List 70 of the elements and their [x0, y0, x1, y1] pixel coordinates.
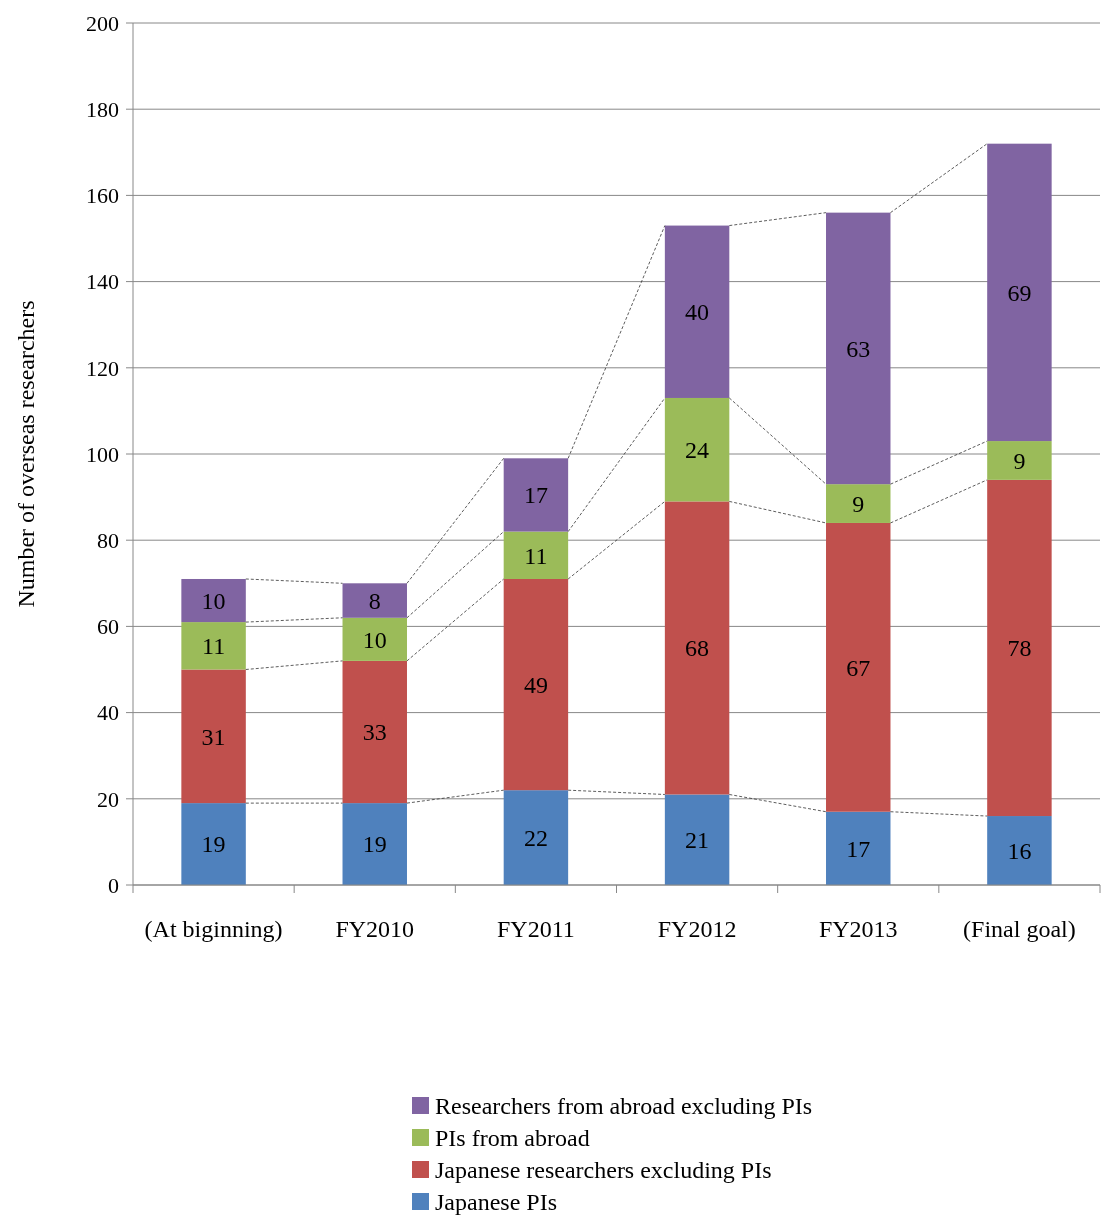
bar: [181, 622, 246, 670]
data-label: 22: [523, 824, 548, 851]
y-tick-label: 160: [86, 183, 119, 209]
y-tick-label: 40: [97, 700, 119, 726]
y-tick-label: 0: [108, 872, 119, 898]
bar: [342, 660, 407, 804]
bar: [503, 531, 569, 579]
data-label: 67: [846, 654, 871, 681]
bar: [181, 669, 246, 804]
data-label: 78: [1007, 635, 1032, 662]
y-axis-title: Number of overseas researchers: [13, 300, 39, 608]
bar: [987, 143, 1052, 442]
bar: [987, 479, 1052, 817]
data-label: 9: [1013, 447, 1026, 474]
x-tick-label: (Final goal): [963, 916, 1076, 942]
data-label: 10: [362, 626, 387, 653]
data-label: 33: [362, 719, 387, 746]
data-label: 11: [524, 542, 548, 569]
legend-label: Japanese PIs: [435, 1189, 557, 1216]
bar: [826, 522, 891, 812]
data-label: 63: [846, 335, 871, 362]
bar: [987, 441, 1052, 480]
data-label: 11: [202, 633, 226, 660]
y-tick-label: 20: [97, 786, 119, 812]
bar: [664, 397, 730, 502]
legend-label: PIs from abroad: [435, 1125, 590, 1152]
y-tick-label: 120: [86, 355, 119, 381]
bar: [826, 212, 891, 485]
bar: [503, 458, 569, 532]
data-label: 19: [201, 831, 226, 858]
x-tick-label: (At biginning): [144, 916, 283, 942]
bar: [826, 811, 891, 885]
y-tick-label: 100: [86, 441, 119, 467]
data-label: 31: [201, 723, 226, 750]
data-label: 68: [685, 635, 710, 662]
data-label: 19: [362, 831, 387, 858]
bar: [181, 578, 246, 623]
data-label: 10: [201, 587, 226, 614]
x-tick-label: FY2012: [657, 916, 737, 942]
y-tick-label: 200: [86, 10, 119, 36]
bar: [987, 816, 1052, 885]
x-tick-label: FY2011: [497, 916, 575, 942]
bar: [503, 790, 569, 885]
data-label: 69: [1007, 279, 1032, 306]
x-tick-label: FY2010: [335, 916, 415, 942]
legend-label: Japanese researchers excluding PIs: [435, 1157, 772, 1184]
bar: [342, 583, 407, 618]
data-label: 21: [685, 827, 710, 854]
y-tick-label: 140: [86, 269, 119, 295]
y-tick-label: 60: [97, 614, 119, 640]
bar: [181, 803, 246, 885]
legend-label: Researchers from abroad excluding PIs: [435, 1093, 813, 1120]
data-label: 17: [846, 835, 871, 862]
data-label: 40: [685, 299, 710, 326]
data-label: 16: [1007, 837, 1032, 864]
data-label: 17: [523, 482, 548, 509]
bar: [664, 501, 730, 795]
y-tick-label: 80: [97, 527, 119, 553]
y-tick-label: 180: [86, 96, 119, 122]
data-label: 49: [523, 671, 548, 698]
bar: [826, 484, 891, 523]
bar: [664, 794, 730, 885]
x-tick-label: FY2013: [818, 916, 898, 942]
data-label: 8: [368, 587, 381, 614]
bar: [342, 617, 407, 661]
bar: [503, 578, 569, 791]
data-label: 24: [685, 437, 710, 464]
bar: [342, 803, 407, 885]
bar: [664, 225, 730, 398]
data-label: 9: [852, 490, 865, 517]
